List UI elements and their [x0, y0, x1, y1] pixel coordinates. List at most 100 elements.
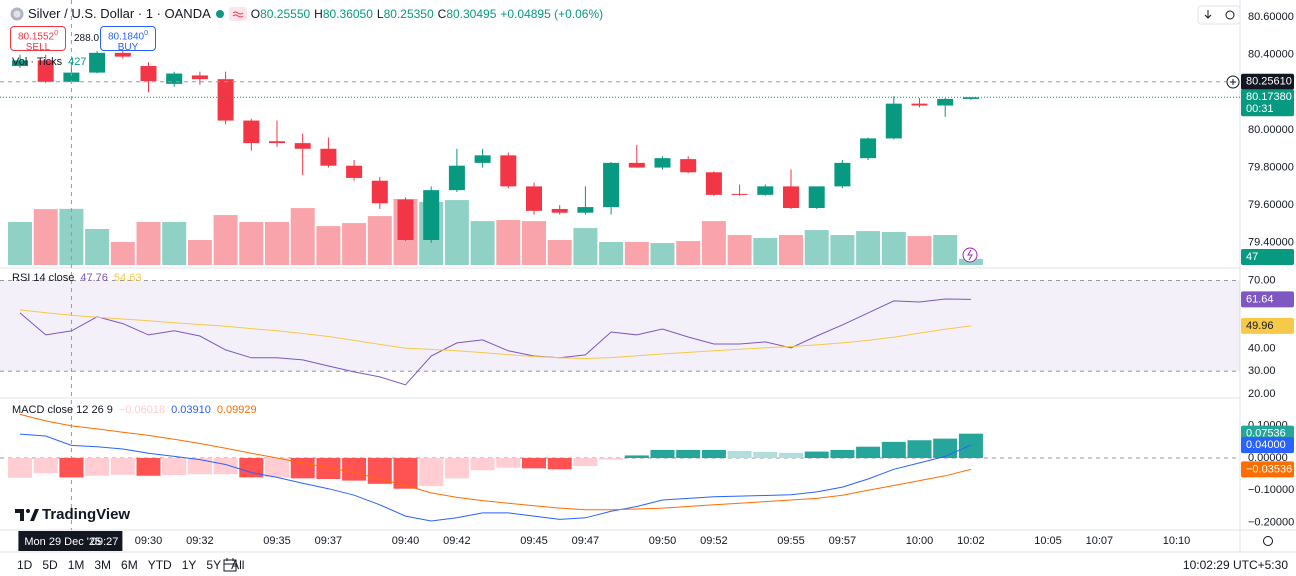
ohlc-legend: O 80.25550 H 80.36050 L 80.25350 C 80.30495 [251, 7, 497, 21]
histogram-bar [701, 449, 726, 459]
candle-body [860, 138, 877, 159]
macd-title: MACD close 12 26 9 [12, 404, 113, 416]
sell-label: SELL [25, 42, 51, 54]
range-button[interactable]: 5D [42, 558, 58, 572]
candle-body [37, 60, 54, 82]
volume-bar [727, 235, 752, 265]
macd-line [19, 413, 972, 511]
y-tick-label: 70.00 [1248, 274, 1276, 286]
candle-body [397, 199, 414, 240]
candle-body [114, 52, 131, 57]
range-button[interactable]: 1Y [181, 558, 197, 572]
rsi-last-value-bg [1241, 317, 1294, 334]
sell-button[interactable]: 80.15520 SELL [10, 26, 66, 54]
clock: 10:02:29 UTC+5:30 [1182, 558, 1288, 572]
volume-bar [522, 221, 546, 265]
volume-bar [136, 222, 161, 265]
volume-bar [239, 222, 264, 265]
range-button[interactable]: 3M [94, 558, 112, 572]
volume-bar [804, 230, 829, 265]
lightning-icon [967, 249, 973, 261]
candle-body [346, 165, 363, 178]
volume-bar [444, 200, 469, 265]
histogram-bar [187, 458, 212, 475]
candle-body [191, 75, 208, 80]
pane-buttons[interactable] [1197, 5, 1241, 25]
candle-body [12, 60, 28, 67]
histogram-bar [162, 458, 187, 476]
back-layer [0, 199, 1240, 459]
volume-bar [290, 208, 315, 265]
settings-icon[interactable] [1263, 536, 1273, 546]
candle-body [140, 66, 157, 82]
candle-body [808, 186, 825, 209]
y-tick-label: 79.60000 [1248, 199, 1294, 211]
volume-value: 427 [68, 56, 87, 68]
x-tick-label: 10:10 [1163, 535, 1191, 547]
macd-last-value: −0.03536 [1246, 463, 1292, 475]
histogram-bar [33, 458, 58, 474]
histogram-bar [419, 458, 444, 487]
candle-body [269, 141, 285, 144]
candle-body [500, 155, 517, 187]
range-button[interactable]: YTD [147, 558, 172, 572]
brand-logo [15, 509, 39, 521]
buy-button[interactable]: 80.18400 BUY [100, 26, 156, 53]
y-tick-label: 20.00 [1248, 388, 1276, 400]
candle-body [217, 79, 234, 121]
candle-body [474, 155, 491, 163]
x-tick-label: 09:42 [443, 535, 471, 547]
crosshair-date: Mon 29 Dec '25 [24, 536, 101, 548]
symbol-icon [10, 7, 24, 20]
candle-body [448, 165, 465, 191]
volume-bar [470, 221, 495, 265]
volume-bar [624, 241, 649, 265]
histogram-bar [367, 458, 392, 484]
y-tick-label: 0.00000 [1248, 452, 1288, 464]
rsi-line [19, 309, 971, 360]
buy-price-sup: 0 [144, 30, 149, 37]
crosshair-price-bg [1241, 73, 1294, 90]
volume-bar [110, 241, 135, 265]
x-tick-label: 09:52 [700, 535, 728, 547]
range-toolbar: 1D 5D 1M 3M 6M YTD 1Y 5Y All [12, 558, 249, 572]
histogram-bar [265, 458, 289, 478]
volume-bar [342, 223, 367, 265]
y-tick-label: 30.00 [1248, 365, 1276, 377]
x-tick-label: 09:32 [186, 535, 214, 547]
volume-bar [85, 228, 110, 265]
macd-signal-value: 0.09929 [216, 404, 257, 416]
x-tick-label: 10:00 [906, 535, 934, 547]
spread: 288.0 [74, 33, 100, 44]
candle-body [783, 186, 799, 209]
symbol-title[interactable]: Silver / U.S. Dollar · 1 · OANDA [28, 6, 211, 21]
histogram-bar [727, 450, 752, 459]
x-tick-label: 09:47 [572, 535, 600, 547]
range-button[interactable]: 5Y [206, 558, 222, 572]
range-button[interactable]: 1M [67, 558, 85, 572]
range-button[interactable]: 6M [121, 558, 138, 572]
change: +0.04895 (+0.06%) [500, 6, 604, 21]
x-tick-label: 09:57 [829, 535, 857, 547]
last-price-bg [1241, 89, 1294, 117]
market-status [215, 9, 224, 18]
candle-body [937, 98, 954, 106]
macd-last-value: 0.07536 [1246, 428, 1286, 440]
candle-body [320, 148, 337, 166]
range-button[interactable]: 1D [17, 558, 33, 572]
calendar-icon[interactable] [223, 558, 237, 572]
last-volume-bg [1241, 249, 1294, 265]
histogram-bar [599, 458, 624, 460]
histogram-bar [856, 446, 881, 459]
histogram-bar [8, 458, 32, 478]
volume-bar [933, 235, 958, 265]
candle-body [834, 162, 851, 187]
candle-body [577, 207, 594, 213]
volume-bar [187, 240, 212, 265]
candle-body [885, 103, 902, 139]
data-layer: 80.60000 80.40000 80.00000 79.80000 79.60000… [0, 0, 1294, 551]
volume-bar [367, 216, 392, 265]
range-button[interactable]: All [231, 558, 245, 572]
